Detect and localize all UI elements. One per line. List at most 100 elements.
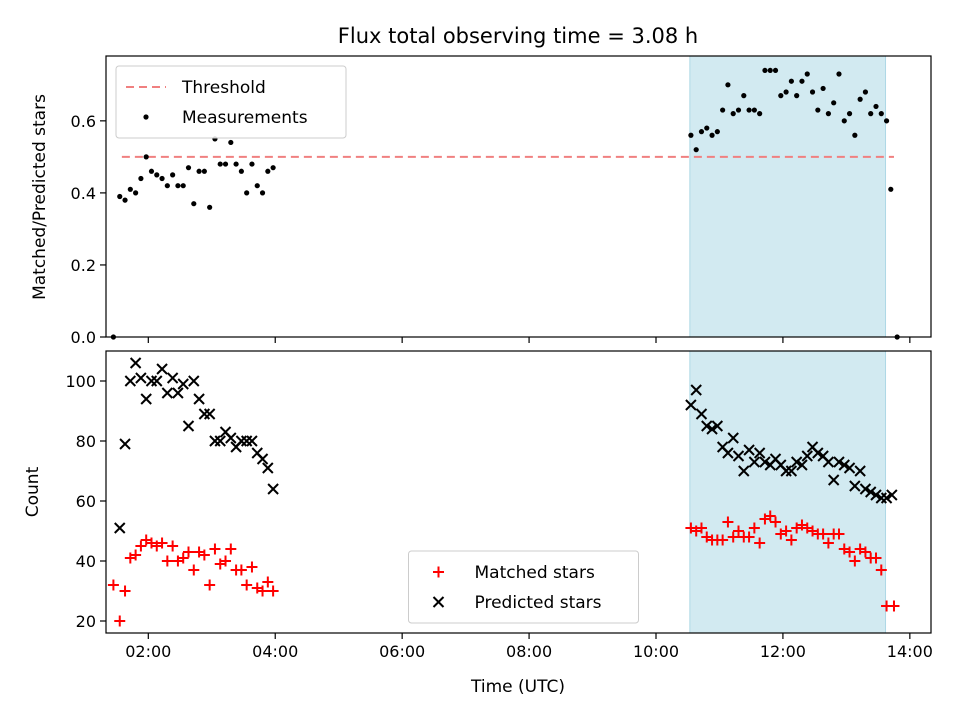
chart-title: Flux total observing time = 3.08 h — [338, 24, 698, 48]
measurement-point — [698, 129, 705, 135]
matched-star-point — [844, 546, 856, 558]
measurement-point — [836, 71, 842, 77]
matched-star-point — [262, 576, 274, 588]
predicted-star-point — [129, 357, 142, 369]
matched-star-point — [225, 543, 237, 555]
x-tick-label: 12:00 — [760, 642, 806, 661]
measurement-point — [159, 175, 165, 182]
matched-star-point — [875, 564, 887, 576]
measurement-point — [196, 168, 202, 174]
top-legend: Threshold Measurements — [115, 65, 347, 139]
predicted-star-point — [886, 489, 898, 501]
top-y-tick-label: 0.2 — [71, 256, 96, 275]
predicted-star-point — [140, 393, 152, 405]
measurement-point — [820, 85, 826, 92]
predicted-star-point — [865, 486, 877, 498]
matched-star-point — [209, 543, 221, 555]
top-axes: 0.0 0.2 0.4 0.6 Threshold Measurements — [71, 55, 932, 347]
measurement-point — [714, 129, 720, 135]
measurement-point — [852, 132, 858, 138]
measurement-point — [191, 201, 197, 207]
measurement-point — [265, 168, 271, 174]
matched-star-point — [888, 600, 900, 612]
measurement-point — [170, 172, 176, 178]
top-legend-box — [115, 65, 347, 139]
matched-star-point — [822, 537, 834, 549]
matched-star-point — [770, 516, 782, 528]
predicted-star-point — [801, 450, 813, 462]
matched-star-point — [114, 615, 126, 627]
measurement-point — [757, 111, 763, 117]
measurement-point — [138, 175, 144, 182]
predicted-star-point — [267, 483, 279, 495]
predicted-star-point — [685, 399, 697, 411]
x-axis-label: Time (UTC) — [470, 677, 565, 697]
predicted-star-point — [796, 459, 808, 471]
predicted-star-point — [695, 408, 708, 420]
predicted-star-point — [738, 465, 750, 477]
measurement-point — [270, 165, 276, 171]
predicted-star-point — [177, 378, 189, 390]
measurement-point — [746, 107, 752, 113]
matched-star-point — [198, 549, 210, 561]
bottom-y-tick-label: 20 — [76, 612, 96, 631]
legend-label: Predicted stars — [475, 593, 602, 613]
measurement-point — [857, 96, 863, 102]
predicted-star-point — [209, 435, 221, 447]
matched-star-point — [135, 540, 147, 552]
matched-star-point — [204, 579, 216, 591]
measurement-point — [127, 186, 133, 192]
measurement-point — [143, 154, 149, 160]
predicted-star-point — [743, 444, 755, 456]
predicted-star-point — [753, 447, 766, 459]
measurement-point — [709, 132, 715, 138]
measurement-point — [846, 111, 853, 117]
matched-star-point — [743, 531, 755, 543]
measurement-point — [180, 183, 186, 189]
bottom-y-axis-label: Count — [23, 466, 43, 517]
predicted-star-point — [246, 435, 258, 447]
predicted-star-point — [119, 438, 131, 450]
top-y-axis-label: Matched/Predicted stars — [30, 94, 50, 300]
measurement-point — [259, 190, 266, 196]
x-tick-label: 04:00 — [252, 642, 298, 661]
predicted-star-point — [827, 474, 840, 486]
measurement-point — [133, 190, 139, 196]
measurement-point — [862, 89, 869, 95]
predicted-star-point — [193, 393, 205, 405]
matched-star-point — [177, 552, 189, 564]
measurement-point — [825, 111, 832, 117]
legend-swatch — [143, 114, 149, 120]
matched-star-point — [717, 534, 729, 546]
predicted-star-point — [172, 387, 184, 399]
predicted-star-point — [161, 387, 174, 399]
matched-star-point — [267, 585, 279, 597]
predicted-star-point — [114, 522, 126, 534]
bottom-y-tick-label: 40 — [76, 552, 96, 571]
measurement-point — [164, 183, 170, 189]
matched-star-point — [727, 531, 739, 543]
measurement-point — [735, 107, 742, 113]
predicted-star-point — [870, 489, 882, 501]
measurement-point — [720, 107, 726, 113]
predicted-star-point — [812, 447, 824, 459]
measurement-point — [888, 186, 894, 192]
measurement-point — [254, 183, 260, 189]
measurement-point — [693, 147, 699, 153]
matched-star-point — [733, 525, 744, 537]
measurement-point — [148, 168, 155, 174]
legend-swatch — [432, 596, 445, 608]
measurement-point — [207, 204, 213, 210]
measurement-point — [201, 168, 207, 174]
measurement-point — [175, 183, 181, 189]
measurement-point — [794, 93, 800, 99]
matched-star-point — [130, 549, 142, 561]
predicted-star-point — [748, 456, 761, 468]
measurement-point — [788, 78, 794, 84]
predicted-star-point — [145, 375, 158, 387]
predicted-star-point — [135, 372, 147, 384]
predicted-star-point — [214, 435, 226, 447]
matched-star-point — [107, 579, 119, 591]
measurement-point — [772, 67, 779, 74]
predicted-star-point — [156, 363, 168, 375]
